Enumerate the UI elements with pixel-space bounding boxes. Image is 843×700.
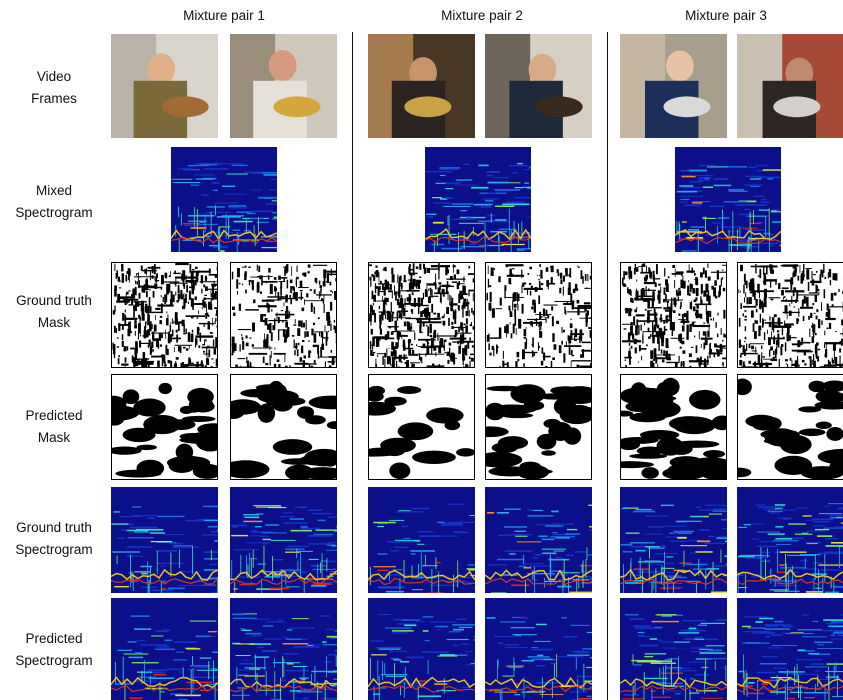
mixed-spectrogram — [171, 147, 277, 252]
row-label-predicted-mask: Predicted Mask — [0, 405, 108, 449]
ground-truth-spectrogram — [230, 487, 337, 593]
ground-truth-spectrogram — [737, 487, 843, 593]
predicted-mask — [737, 374, 843, 480]
mixed-spectrogram — [675, 147, 781, 252]
ground-truth-mask — [737, 262, 843, 368]
ground-truth-spectrogram — [368, 487, 475, 593]
ground-truth-mask — [485, 262, 592, 368]
row-label-line: Ground truth — [16, 293, 92, 308]
predicted-spectrogram — [230, 598, 337, 700]
row-label-line: Spectrogram — [15, 205, 93, 220]
predicted-spectrogram — [737, 598, 843, 700]
row-label-line: Predicted — [25, 631, 83, 646]
ground-truth-mask — [368, 262, 475, 368]
predicted-mask — [368, 374, 475, 480]
row-label-mixed-spectrogram: Mixed Spectrogram — [0, 180, 108, 224]
ground-truth-mask — [620, 262, 727, 368]
row-label-line: Mixed — [35, 183, 72, 198]
row-label-line: Ground truth — [16, 520, 92, 535]
predicted-mask — [230, 374, 337, 480]
mixed-spectrogram — [425, 147, 531, 252]
video-frame — [368, 34, 475, 138]
ground-truth-mask — [230, 262, 337, 368]
row-label-line: Spectrogram — [15, 653, 93, 668]
row-label-video-frames: Video Frames — [0, 66, 108, 110]
ground-truth-mask — [111, 262, 218, 368]
column-divider-2 — [607, 32, 608, 700]
row-label-ground-truth-spectrogram: Ground truth Spectrogram — [0, 517, 108, 561]
video-frame — [111, 34, 218, 138]
predicted-spectrogram — [111, 598, 218, 700]
predicted-spectrogram — [485, 598, 592, 700]
predicted-spectrogram — [368, 598, 475, 700]
predicted-mask — [620, 374, 727, 480]
video-frame — [737, 34, 843, 138]
column-title-pair-3: Mixture pair 3 — [685, 8, 767, 23]
ground-truth-spectrogram — [620, 487, 727, 593]
ground-truth-spectrogram — [111, 487, 218, 593]
predicted-mask — [485, 374, 592, 480]
column-divider-1 — [352, 32, 353, 700]
row-label-ground-truth-mask: Ground truth Mask — [0, 290, 108, 334]
column-title-pair-2: Mixture pair 2 — [441, 8, 523, 23]
row-label-line: Mask — [37, 315, 71, 330]
video-frame — [230, 34, 337, 138]
row-label-line: Video — [36, 69, 72, 84]
row-label-predicted-spectrogram: Predicted Spectrogram — [0, 628, 108, 672]
predicted-mask — [111, 374, 218, 480]
ground-truth-spectrogram — [485, 487, 592, 593]
row-label-line: Frames — [31, 91, 77, 106]
predicted-spectrogram — [620, 598, 727, 700]
column-title-pair-1: Mixture pair 1 — [183, 8, 265, 23]
row-label-line: Mask — [37, 430, 71, 445]
video-frame — [485, 34, 592, 138]
row-label-line: Predicted — [25, 408, 83, 423]
row-label-line: Spectrogram — [15, 542, 93, 557]
video-frame — [620, 34, 727, 138]
